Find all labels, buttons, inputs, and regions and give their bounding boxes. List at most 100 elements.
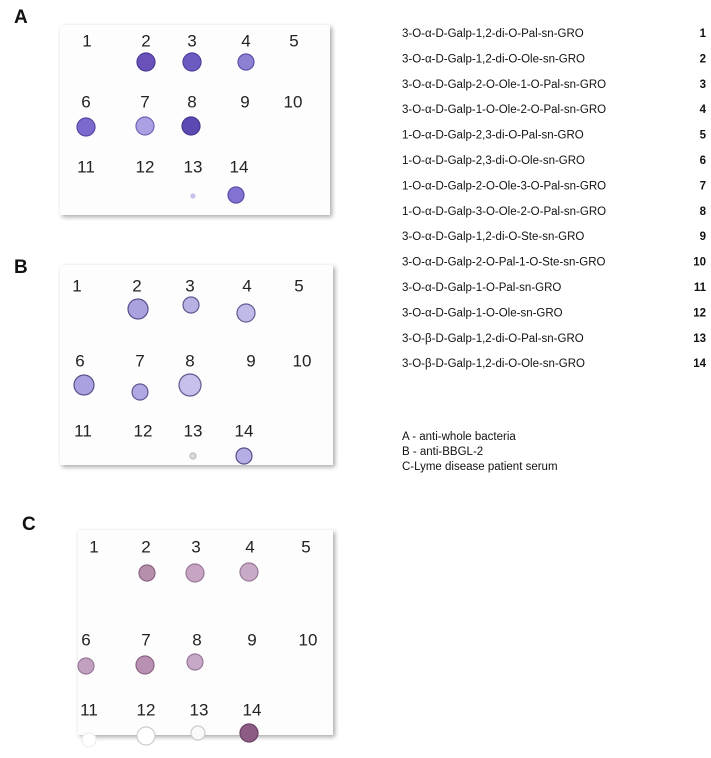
compound-name: 3-O-α-D-Galp-1-O-Ole-sn-GRO [402,307,563,319]
key-line: B - anti-BBGL-2 [402,446,483,458]
spot-number: 14 [243,700,262,719]
dot [132,384,148,400]
compound-number: 9 [700,231,706,243]
compound-number: 4 [700,104,707,116]
figure: A1234567891011121314B1234567891011121314… [0,0,711,758]
dot [236,448,252,464]
dot [240,724,258,742]
spot-number: 12 [137,700,156,719]
dot [190,453,196,459]
dot [82,733,96,747]
spot-number: 12 [136,157,155,176]
spot-number: 7 [135,351,144,370]
spot-number: 13 [184,421,203,440]
dot [136,656,154,674]
spot-number: 2 [141,537,150,556]
spot-number: 11 [77,157,95,176]
spot-number: 4 [242,276,251,295]
spot-number: 3 [187,31,196,50]
compound-name: 1-O-α-D-Galp-2-O-Ole-3-O-Pal-sn-GRO [402,180,606,192]
compound-name: 3-O-α-D-Galp-1-O-Ole-2-O-Pal-sn-GRO [402,104,606,116]
dot [77,118,95,136]
compound-number: 11 [694,282,707,294]
spot-number: 11 [80,700,98,719]
spot-number: 6 [81,92,90,111]
compound-number: 13 [693,333,706,345]
key-line: A - anti-whole bacteria [402,431,516,443]
spot-number: 6 [75,351,84,370]
compound-number: 6 [700,155,706,167]
spot-number: 4 [241,31,250,50]
key-line: C-Lyme disease patient serum [402,461,558,473]
spot-number: 1 [72,276,81,295]
dot [128,299,148,319]
compound-number: 7 [700,180,706,192]
dot [74,375,94,395]
spot-number: 10 [299,630,318,649]
compound-name: 3-O-β-D-Galp-1,2-di-O-Pal-sn-GRO [402,333,584,345]
compound-number: 3 [700,79,706,91]
compound-number: 8 [700,206,707,218]
spot-number: 3 [191,537,200,556]
spot-number: 14 [235,421,254,440]
spot-number: 5 [294,276,303,295]
spot-number: 10 [293,351,312,370]
dot [237,304,255,322]
dot [183,297,199,313]
compound-number: 1 [700,28,707,40]
spot-number: 6 [81,630,90,649]
dot [228,187,244,203]
dot [78,658,94,674]
panel-label: C [22,514,36,535]
compound-number: 14 [693,358,706,370]
compound-name: 3-O-α-D-Galp-1,2-di-O-Ole-sn-GRO [402,53,585,65]
dot [136,117,154,135]
spot-number: 4 [245,537,254,556]
spot-number: 5 [301,537,310,556]
compound-name: 3-O-α-D-Galp-1,2-di-O-Pal-sn-GRO [402,28,584,40]
spot-number: 11 [74,421,92,440]
spot-number: 13 [190,700,209,719]
dot [187,654,203,670]
spot-number: 8 [192,630,201,649]
spot-number: 8 [185,351,194,370]
compound-number: 12 [693,307,706,319]
compound-number: 2 [700,53,706,65]
panel-label: B [14,257,28,278]
spot-number: 1 [82,31,91,50]
compound-name: 1-O-α-D-Galp-3-O-Ole-2-O-Pal-sn-GRO [402,206,606,218]
spot-number: 14 [230,157,249,176]
spot-number: 10 [284,92,303,111]
spot-number: 9 [246,351,255,370]
dot [191,726,205,740]
dot [137,53,155,71]
spot-number: 9 [247,630,256,649]
spot-number: 7 [140,92,149,111]
spot-number: 13 [184,157,203,176]
spot-number: 9 [240,92,249,111]
dot [186,564,204,582]
dot [139,565,155,581]
spot-number: 5 [289,31,298,50]
compound-name: 3-O-α-D-Galp-1-O-Pal-sn-GRO [402,282,561,294]
compound-name: 3-O-β-D-Galp-1,2-di-O-Ole-sn-GRO [402,358,585,370]
panel-label: A [14,7,28,28]
spot-number: 12 [134,421,153,440]
spot-number: 2 [132,276,141,295]
spot-number: 2 [141,31,150,50]
dot [137,727,155,745]
compound-number: 5 [700,130,707,142]
dot [191,194,195,198]
compound-name: 3-O-α-D-Galp-2-O-Pal-1-O-Ste-sn-GRO [402,257,606,269]
spot-number: 8 [187,92,196,111]
dot [183,53,201,71]
compound-number: 10 [693,257,706,269]
spot-number: 3 [185,276,194,295]
compound-name: 1-O-α-D-Galp-2,3-di-O-Pal-sn-GRO [402,130,584,142]
spot-number: 7 [141,630,150,649]
dot [179,374,201,396]
compound-name: 3-O-α-D-Galp-2-O-Ole-1-O-Pal-sn-GRO [402,79,606,91]
dot [238,54,254,70]
